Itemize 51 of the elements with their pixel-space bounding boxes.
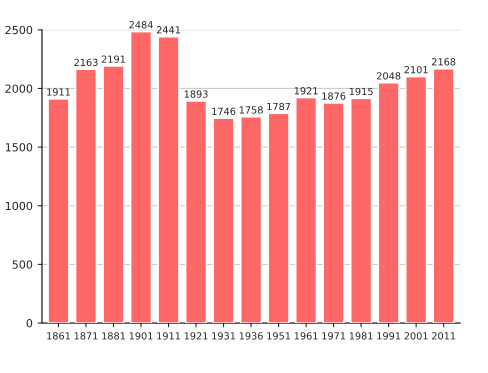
data-label: 1893 [184,90,208,98]
x-tick-label: 2011 [432,332,456,340]
y-tick-label: 500 [12,260,32,269]
bar [212,118,235,324]
x-tick-label: 1971 [322,332,346,340]
x-tick-label: 2001 [404,332,428,340]
y-tick-label: 0 [26,318,32,328]
bar [322,102,345,324]
bar [130,31,152,324]
y-tick-label: 1500 [6,143,32,152]
bar [295,97,318,324]
data-label: 1915 [350,88,373,96]
data-label: 2484 [129,21,153,28]
data-label: 2101 [404,66,428,74]
bar [378,82,400,324]
data-label: 2168 [432,58,456,66]
data-label: 1921 [294,87,318,94]
x-tick-label: 1871 [74,332,98,340]
x-tick-label: 1936 [240,332,263,340]
data-label: 2048 [376,72,400,80]
data-label: 1787 [267,102,290,110]
x-tick-label: 1881 [102,332,125,340]
x-tick-label: 1921 [184,332,208,340]
x-tick-label: 1981 [350,332,373,340]
x-tick-label: 1991 [377,332,400,340]
bar [268,112,290,324]
bar [47,98,70,324]
y-tick-label: 2500 [5,26,32,34]
x-tick-label: 1951 [267,332,290,340]
bar [185,100,208,324]
x-tick-label: 1911 [157,332,180,340]
bar [74,68,98,324]
data-label: 1758 [240,106,263,114]
bar [432,68,455,324]
bar [405,76,428,324]
bar [102,65,125,324]
x-tick-label: 1961 [294,332,318,340]
bar [350,98,372,324]
data-label: 1876 [322,92,346,100]
data-label: 2191 [102,55,125,63]
data-label: 2441 [156,26,180,34]
x-tick-label: 1861 [47,332,70,340]
y-tick-label: 1000 [6,202,32,210]
data-label: 1911 [47,88,70,96]
x-tick-label: 1901 [130,332,152,340]
data-label: 2163 [74,58,98,66]
x-tick-label: 1931 [212,332,236,340]
y-tick-label: 2000 [5,84,32,93]
data-label: 1746 [212,108,236,115]
bar [158,36,180,324]
bar [240,116,262,324]
